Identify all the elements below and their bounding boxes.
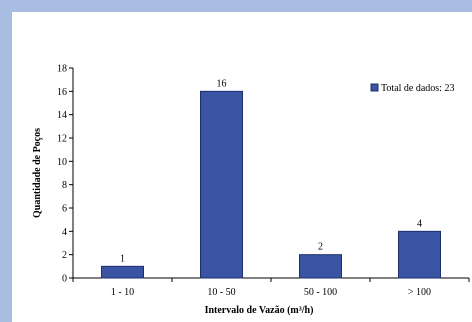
y-axis-title: Quantidade de Poços <box>32 128 43 218</box>
data-label: 4 <box>417 218 422 229</box>
x-tick-label: 10 - 50 <box>207 287 235 298</box>
y-tick-label: 14 <box>57 110 67 121</box>
y-tick-label: 10 <box>57 157 67 168</box>
bars-group <box>101 90 441 279</box>
data-label: 1 <box>120 253 125 264</box>
legend: Total de dados: 23 <box>370 83 454 94</box>
data-label: 2 <box>318 242 323 253</box>
y-tick-label: 0 <box>62 274 67 285</box>
legend-swatch <box>370 83 379 92</box>
x-tick-label: 1 - 10 <box>111 287 134 298</box>
labels-group: 1 1 - 10 16 10 - 50 2 50 - 100 4 > 100 <box>111 78 431 298</box>
y-tick-label: 4 <box>62 227 67 238</box>
y-tick-label: 12 <box>57 134 67 145</box>
y-tick-label: 6 <box>62 204 67 215</box>
bar <box>101 265 144 279</box>
x-tick-label: 50 - 100 <box>304 287 337 298</box>
y-tick-label: 8 <box>62 180 67 191</box>
legend-label: Total de dados: 23 <box>381 83 454 94</box>
bar <box>299 254 342 279</box>
data-label: 16 <box>217 78 227 89</box>
bar <box>398 230 441 279</box>
bar <box>200 90 243 279</box>
y-tick-label: 2 <box>62 250 67 261</box>
y-tick-label: 16 <box>57 87 67 98</box>
x-axis-title: Intervalo de Vazão (m³/h) <box>205 305 314 316</box>
y-tick-label: 18 <box>57 64 67 75</box>
x-tick-label: > 100 <box>408 287 431 298</box>
